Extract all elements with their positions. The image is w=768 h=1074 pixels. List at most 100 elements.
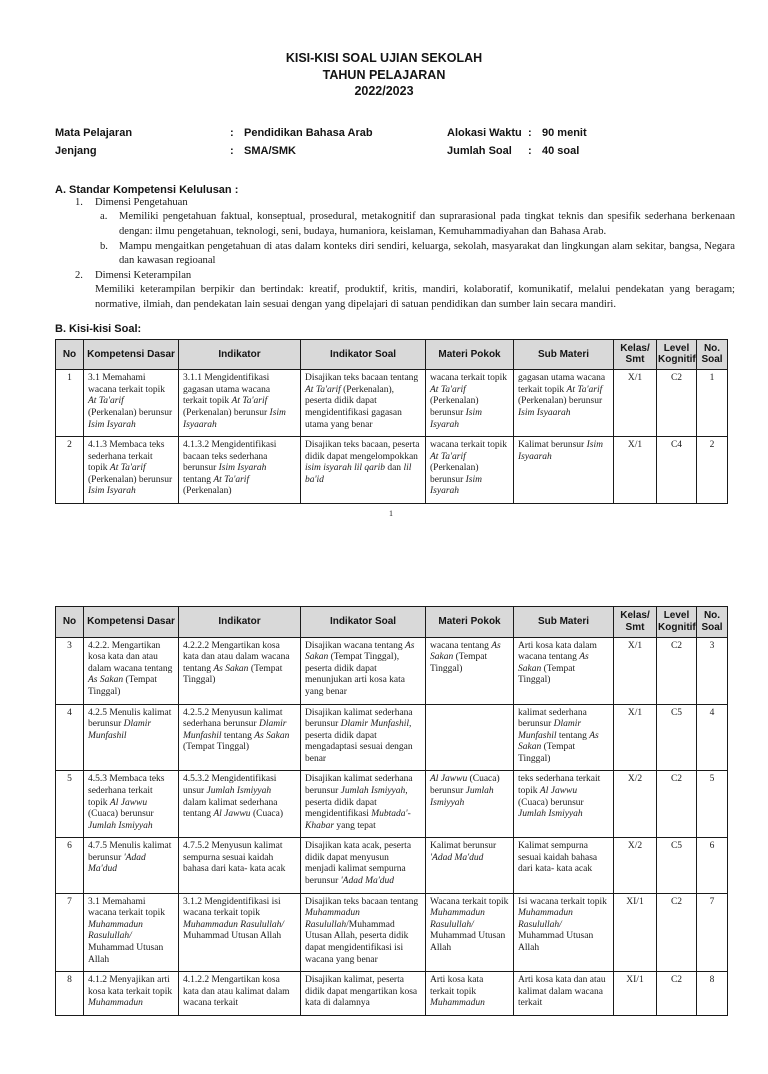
column-header: Materi Pokok xyxy=(425,338,514,371)
section-b-heading: B. Kisi-kisi Soal: xyxy=(55,322,142,335)
column-header: Level Kognitif xyxy=(656,606,697,638)
meta-colon: : xyxy=(528,144,532,157)
table-cell: Arti kosa kata terkait topik Muhammadun xyxy=(425,971,514,1016)
column-header: Level Kognitif xyxy=(656,338,697,371)
table-row: 1 3.1 Memahami wacana terkait topik At Ta… xyxy=(55,369,728,438)
table-body: 1 3.1 Memahami wacana terkait topik At Ta… xyxy=(55,369,728,505)
column-header: No. Soal xyxy=(696,338,728,371)
table-cell: 3.1 Memahami wacana terkait topik Muhamm… xyxy=(83,892,179,973)
table-cell: 4.5.3 Membaca teks sederhana terkait top… xyxy=(83,770,179,839)
section-a-item: 1. Dimensi Pengetahuan xyxy=(75,196,735,211)
table-cell: C2 xyxy=(656,770,697,839)
table-row: 4 4.2.5 Menulis kalimat berunsur Dlamir M… xyxy=(55,703,728,772)
meta-right-block: Alokasi Waktu : 90 menit Jumlah Soal : 4… xyxy=(447,124,587,160)
table-cell: gagasan utama wacana terkait topik At Ta… xyxy=(513,369,614,438)
table-cell: 4.1.3.2 Mengidentifikasi bacaan teks sed… xyxy=(178,436,301,505)
table-cell: X/1 xyxy=(613,369,657,438)
list-marker: b. xyxy=(100,240,108,252)
table-cell: 6 xyxy=(696,837,728,894)
table-row: 6 4.7.5 Menulis kalimat berunsur 'Adad Ma… xyxy=(55,837,728,894)
table-cell: X/2 xyxy=(613,837,657,894)
table-cell: Disajikan wacana tentang As Sakan (Tempa… xyxy=(300,636,426,705)
table-cell: 1 xyxy=(696,369,728,438)
kisi-kisi-table-page2: No Kompetensi Dasar Indikator Indikator Soa… xyxy=(55,606,728,1016)
table-row: 2 4.1.3 Membaca teks sederhana terkait to… xyxy=(55,436,728,505)
list-text: Dimensi Keterampilan xyxy=(95,269,192,281)
table-cell: X/1 xyxy=(613,636,657,705)
table-cell: Disajikan teks bacaan tentang Muhammadun… xyxy=(300,892,426,973)
table-row: 3 4.2.2. Mengartikan kosa kata dan atau d… xyxy=(55,636,728,705)
table-cell: 5 xyxy=(696,770,728,839)
table-cell: 3 xyxy=(696,636,728,705)
table-cell: XI/1 xyxy=(613,971,657,1016)
table-cell: Arti kosa kata dalam wacana tentang As S… xyxy=(513,636,614,705)
table-cell: 8 xyxy=(696,971,728,1016)
table-cell: Kalimat berunsur Isim Isyaarah xyxy=(513,436,614,505)
meta-left-block: Mata Pelajaran : Pendidikan Bahasa Arab … xyxy=(55,124,447,160)
list-marker: a. xyxy=(100,211,108,223)
list-text: Memiliki pengetahuan faktual, konseptual… xyxy=(119,211,735,237)
table-cell: 4 xyxy=(55,703,84,772)
table-cell: C5 xyxy=(656,837,697,894)
table-cell: Arti kosa kata dan atau kalimat dalam wa… xyxy=(513,971,614,1016)
title-line-2: TAHUN PELAJARAN xyxy=(322,67,446,82)
list-text: Dimensi Pengetahuan xyxy=(95,196,188,208)
table-cell: 1 xyxy=(55,369,84,438)
title-line-1: KISI-KISI SOAL UJIAN SEKOLAH xyxy=(285,51,483,65)
table-cell: X/2 xyxy=(613,770,657,839)
table-cell: C2 xyxy=(656,892,697,973)
meta-row-jenjang: Jenjang : SMA/SMK xyxy=(55,142,447,160)
table-cell: 4 xyxy=(696,703,728,772)
table-cell: 3.1.1 Mengidentifikasi gagasan utama wac… xyxy=(178,369,301,438)
table-cell: 8 xyxy=(55,971,84,1016)
page-break-gap xyxy=(0,518,768,602)
table-cell: wacana tentang As Sakan (Tempat Tinggal) xyxy=(425,636,514,705)
table-cell: 4.5.3.2 Mengidentifikasi unsur Jumlah Is… xyxy=(178,770,301,839)
table-cell: 4.2.5.2 Menyusun kalimat sederhana berun… xyxy=(178,703,301,772)
section-standar-kompetensi: A. Standar Kompetensi Kelulusan : 1. Dime… xyxy=(55,184,735,313)
column-header: Indikator Soal xyxy=(300,606,426,638)
column-header: No xyxy=(55,338,84,371)
table-cell: Disajikan kalimat sederhana berunsur Jum… xyxy=(300,770,426,839)
meta-value: Pendidikan Bahasa Arab xyxy=(244,126,373,139)
document-page: KISI-KISI SOAL UJIAN SEKOLAH TAHUN PELAJ… xyxy=(0,50,768,1074)
table-cell: C4 xyxy=(656,436,697,505)
column-header: Sub Materi xyxy=(513,338,614,371)
table-cell: Kalimat berunsur 'Adad Ma'dud xyxy=(425,837,514,894)
table-header-row: No Kompetensi Dasar Indikator Indikator Soa… xyxy=(55,606,728,638)
column-header: No. Soal xyxy=(696,606,728,638)
table-cell: 4.1.3 Membaca teks sederhana terkait top… xyxy=(83,436,179,505)
table-header: No Kompetensi Dasar Indikator Indikator Soa… xyxy=(55,338,728,371)
title-line-3: 2022/2023 xyxy=(354,84,414,98)
table-cell: 3 xyxy=(55,636,84,705)
table-body: 3 4.2.2. Mengartikan kosa kata dan atau d… xyxy=(55,636,728,1016)
meta-value: 40 soal xyxy=(542,144,580,157)
table-row: 7 3.1 Memahami wacana terkait topik Muham… xyxy=(55,892,728,973)
table-cell: teks sederhana terkait topik Al Jawwu (C… xyxy=(513,770,614,839)
meta-row-alokasi-waktu: Alokasi Waktu : 90 menit xyxy=(447,124,587,142)
section-a-heading: A. Standar Kompetensi Kelulusan : xyxy=(55,183,239,196)
column-header: Sub Materi xyxy=(513,606,614,638)
column-header: Kelas/ Smt xyxy=(613,338,657,371)
table-cell: Wacana terkait topik Muhammadun Rasulull… xyxy=(425,892,514,973)
table-cell: 3.1.2 Mengidentifikasi isi wacana terkai… xyxy=(178,892,301,973)
kisi-kisi-table-page1: No Kompetensi Dasar Indikator Indikator Soa… xyxy=(55,338,728,505)
column-header: Indikator Soal xyxy=(300,338,426,371)
meta-info: Mata Pelajaran : Pendidikan Bahasa Arab … xyxy=(55,124,735,160)
page-number: 1 xyxy=(389,509,393,519)
table-cell: 4.1.2 Menyajikan arti kosa kata terkait … xyxy=(83,971,179,1016)
column-header: Materi Pokok xyxy=(425,606,514,638)
column-header: Indikator xyxy=(178,338,301,371)
meta-label: Jenjang xyxy=(55,144,97,157)
table-cell: 4.2.2.2 Mengartikan kosa kata dan atau d… xyxy=(178,636,301,705)
table-cell: C2 xyxy=(656,636,697,705)
table-cell: Disajikan kata acak, peserta didik dapat… xyxy=(300,837,426,894)
column-header: No xyxy=(55,606,84,638)
table-cell: wacana terkait topik At Ta'arif (Perkena… xyxy=(425,436,514,505)
table-cell: 3.1 Memahami wacana terkait topik At Ta'… xyxy=(83,369,179,438)
meta-row-jumlah-soal: Jumlah Soal : 40 soal xyxy=(447,142,587,160)
list-marker: 2. xyxy=(75,269,83,281)
table-cell: 2 xyxy=(55,436,84,505)
meta-label: Alokasi Waktu xyxy=(447,126,522,139)
table-cell: 7 xyxy=(696,892,728,973)
